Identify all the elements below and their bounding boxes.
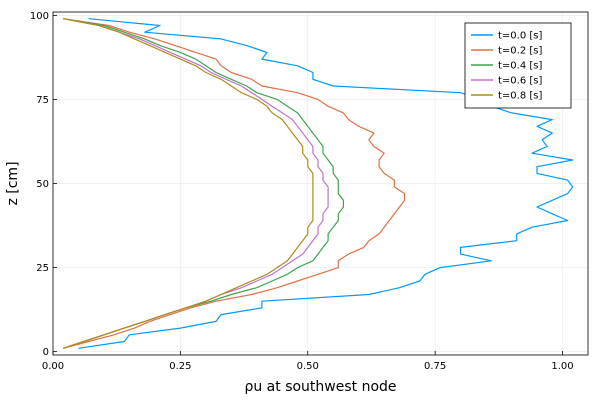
series-line-2	[63, 18, 344, 349]
x-tick-label: 0.50	[297, 361, 319, 372]
y-tick-label: 25	[36, 263, 49, 274]
legend-label: t=0.4 [s]	[498, 61, 542, 72]
tick-labels: 0.00 0.25 0.50 0.75 1.00 0 25 50 75 100	[30, 11, 574, 372]
legend-label: t=0.0 [s]	[498, 31, 542, 42]
y-tick-label: 0	[43, 347, 49, 358]
y-tick-label: 75	[36, 95, 49, 106]
x-tick-label: 1.00	[551, 361, 573, 372]
x-axis-label: ρu at southwest node	[244, 379, 396, 395]
x-tick-label: 0.00	[42, 361, 64, 372]
legend: t=0.0 [s] t=0.2 [s] t=0.4 [s] t=0.6 [s] t=0.…	[464, 22, 572, 109]
legend-label: t=0.2 [s]	[498, 46, 542, 57]
legend-label: t=0.8 [s]	[498, 91, 542, 102]
y-tick-label: 50	[36, 179, 49, 190]
x-tick-label: 0.75	[424, 361, 446, 372]
series-line-1	[63, 18, 406, 349]
series-lines	[63, 18, 574, 349]
y-tick-label: 100	[30, 11, 49, 22]
legend-label: t=0.6 [s]	[498, 76, 542, 87]
series-line-0	[78, 18, 574, 349]
x-tick-label: 0.25	[169, 361, 191, 372]
series-line-4	[63, 18, 314, 349]
y-axis-label: z [cm]	[5, 161, 21, 205]
